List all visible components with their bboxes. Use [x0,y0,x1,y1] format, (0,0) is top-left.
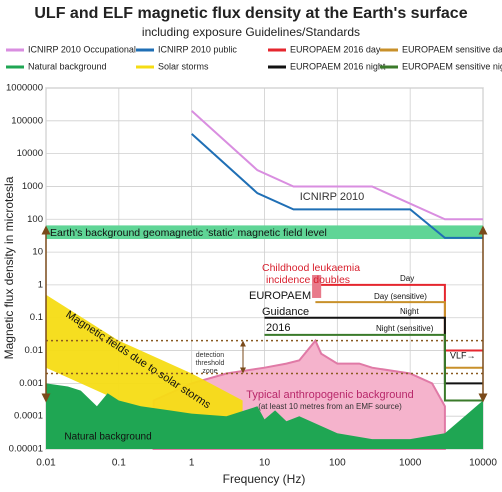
y-tick-label: 100000 [11,115,43,126]
annotation: VLF→ [450,350,476,360]
legend-label: EUROPAEM sensitive night [402,61,502,71]
annotation: Typical anthropogenic background [246,389,414,401]
annotation: Earth's background geomagnetic 'static' … [50,227,327,239]
x-tick-label: 1000 [399,458,422,469]
series-line [264,333,483,402]
annotation: Guidance [262,306,309,318]
leukaemia-bar [312,275,322,298]
annotation: Natural background [64,432,151,443]
annotation: zone [202,368,217,375]
y-tick-label: 1000000 [6,83,43,94]
y-tick-label: 10 [32,247,43,258]
y-axis-label: Magnetic flux density in microtesla [2,176,16,359]
legend-label: Natural background [28,61,107,71]
x-tick-label: 10 [259,458,271,469]
x-tick-label: 10000 [469,458,497,469]
y-tick-label: 0.01 [25,345,44,356]
annotation: Childhood leukaemia [262,262,360,274]
annotation: Night (sensitive) [376,324,434,333]
annotation: threshold [196,360,225,367]
annotation: ICNIRP 2010 [300,191,365,203]
series-line [191,133,483,239]
annotation: Night [400,307,419,316]
geomagnetic-band [46,225,483,240]
y-tick-label: 0.001 [19,378,43,389]
annotation: detection [196,352,225,359]
annotation: 2016 [266,322,290,334]
series-line [191,110,483,221]
annotation: incidence doubles [266,274,350,286]
x-tick-label: 0.01 [36,458,56,469]
y-tick-label: 0.1 [30,312,43,323]
annotation: (at least 10 metres from an EMF source) [258,402,402,411]
chart-subtitle: including exposure Guidelines/Standards [142,25,360,39]
y-tick-label: 1000 [22,181,43,192]
background-area [46,383,483,449]
legend-label: ICNIRP 2010 Occupational [28,44,136,54]
legend-label: EUROPAEM 2016 day [290,44,381,54]
x-axis-label: Frequency (Hz) [223,472,306,486]
annotation: Day (sensitive) [374,292,427,301]
legend-label: EUROPAEM 2016 night [290,61,386,71]
x-tick-label: 100 [329,458,346,469]
y-tick-label: 100 [27,214,43,225]
solar-band [46,294,243,449]
legend-label: EUROPAEM sensitive day [402,44,502,54]
y-tick-label: 10000 [17,148,43,159]
annotation: EUROPAEM [249,290,311,302]
chart-title: ULF and ELF magnetic flux density at the… [34,5,467,22]
legend-label: ICNIRP 2010 public [158,44,237,54]
y-tick-label: 1 [38,279,43,290]
x-tick-label: 1 [189,458,195,469]
y-tick-label: 0.0001 [14,411,43,422]
x-tick-label: 0.1 [112,458,126,469]
annotation: Day [400,274,414,283]
legend-label: Solar storms [158,61,209,71]
y-tick-label: 0.00001 [9,444,43,455]
